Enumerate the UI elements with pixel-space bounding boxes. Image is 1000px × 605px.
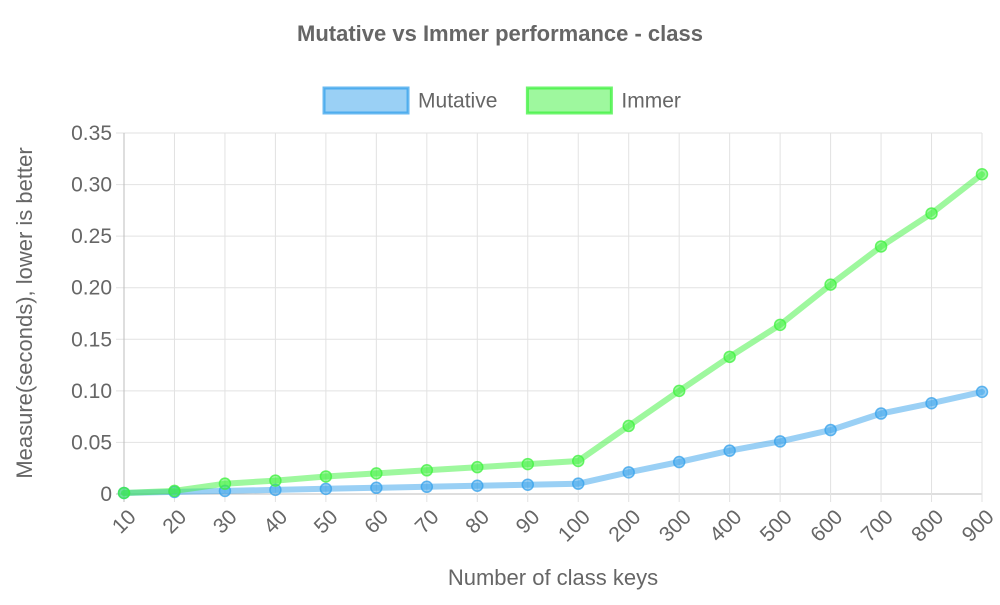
- data-point[interactable]: [975, 168, 989, 181]
- data-point[interactable]: [824, 423, 837, 437]
- legend-label: Mutative: [418, 90, 497, 113]
- data-point[interactable]: [571, 477, 585, 490]
- x-tick-label: 50: [310, 505, 343, 538]
- x-tick-label: 200: [604, 505, 645, 546]
- y-tick-label: 0.30: [71, 174, 112, 197]
- series-line: [121, 171, 985, 496]
- x-tick-label: 90: [512, 505, 545, 538]
- y-tick-label: 0.15: [71, 328, 112, 351]
- data-point[interactable]: [370, 481, 383, 495]
- data-point[interactable]: [723, 350, 736, 364]
- data-point[interactable]: [975, 385, 989, 399]
- x-tick-label: 70: [411, 505, 444, 538]
- y-tick-label: 0.20: [71, 277, 112, 300]
- y-tick-label: 0: [100, 483, 112, 506]
- data-point[interactable]: [723, 444, 736, 457]
- data-point[interactable]: [319, 470, 333, 483]
- x-tick-label: 300: [655, 505, 696, 546]
- x-tick-label: 60: [360, 505, 393, 538]
- legend[interactable]: Mutative Immer: [322, 86, 681, 115]
- data-point[interactable]: [571, 454, 585, 468]
- data-point[interactable]: [874, 407, 888, 420]
- x-axis-title: Number of class keys: [448, 565, 658, 590]
- data-point[interactable]: [925, 207, 938, 220]
- legend-item-immer[interactable]: Immer: [525, 86, 681, 115]
- grid: [116, 132, 983, 502]
- x-tick-label: 400: [705, 505, 746, 546]
- data-point[interactable]: [319, 482, 333, 496]
- data-point[interactable]: [874, 240, 888, 253]
- series-immer: [117, 168, 989, 500]
- x-tick-label: 700: [857, 505, 898, 546]
- x-tick-label: 900: [958, 505, 999, 546]
- x-tick-label: 800: [907, 505, 948, 546]
- data-point[interactable]: [370, 467, 383, 480]
- x-tick-label: 20: [158, 505, 191, 538]
- data-point[interactable]: [672, 455, 686, 469]
- data-point[interactable]: [471, 460, 484, 474]
- series-mutative: [117, 385, 989, 500]
- data-point[interactable]: [925, 396, 938, 410]
- data-point[interactable]: [117, 486, 131, 500]
- y-tick-label: 0.10: [71, 380, 112, 403]
- data-point[interactable]: [622, 419, 635, 433]
- data-point[interactable]: [521, 478, 535, 491]
- legend-item-mutative[interactable]: Mutative: [322, 86, 497, 115]
- y-tick-label: 0.25: [71, 225, 112, 248]
- data-point[interactable]: [824, 278, 837, 291]
- y-tick-label: 0.35: [71, 122, 112, 145]
- data-point[interactable]: [269, 474, 282, 487]
- x-tick-label: 10: [108, 505, 141, 538]
- x-tick-label: 30: [209, 505, 242, 538]
- data-point[interactable]: [773, 318, 787, 332]
- x-tick-label: 40: [259, 505, 292, 538]
- legend-label: Immer: [621, 90, 681, 113]
- series-line: [121, 388, 985, 496]
- data-point[interactable]: [521, 457, 535, 471]
- y-axis-title: Measure(seconds), lower is better: [12, 147, 37, 478]
- x-tick-label: 600: [806, 505, 847, 546]
- x-tick-label: 100: [554, 505, 595, 546]
- data-point[interactable]: [168, 484, 181, 498]
- x-tick-label: 80: [461, 505, 494, 538]
- data-point[interactable]: [773, 435, 787, 448]
- legend-swatch: [525, 86, 613, 115]
- data-point[interactable]: [218, 477, 232, 490]
- series-layer: [117, 168, 989, 500]
- data-point[interactable]: [471, 479, 484, 492]
- data-point[interactable]: [420, 480, 434, 494]
- data-point[interactable]: [622, 466, 635, 479]
- chart-title: Mutative vs Immer performance - class: [297, 21, 703, 46]
- data-point[interactable]: [672, 384, 686, 398]
- legend-swatch: [322, 86, 410, 115]
- y-tick-label: 0.05: [71, 431, 112, 454]
- data-point[interactable]: [420, 464, 434, 477]
- x-tick-label: 500: [756, 505, 797, 546]
